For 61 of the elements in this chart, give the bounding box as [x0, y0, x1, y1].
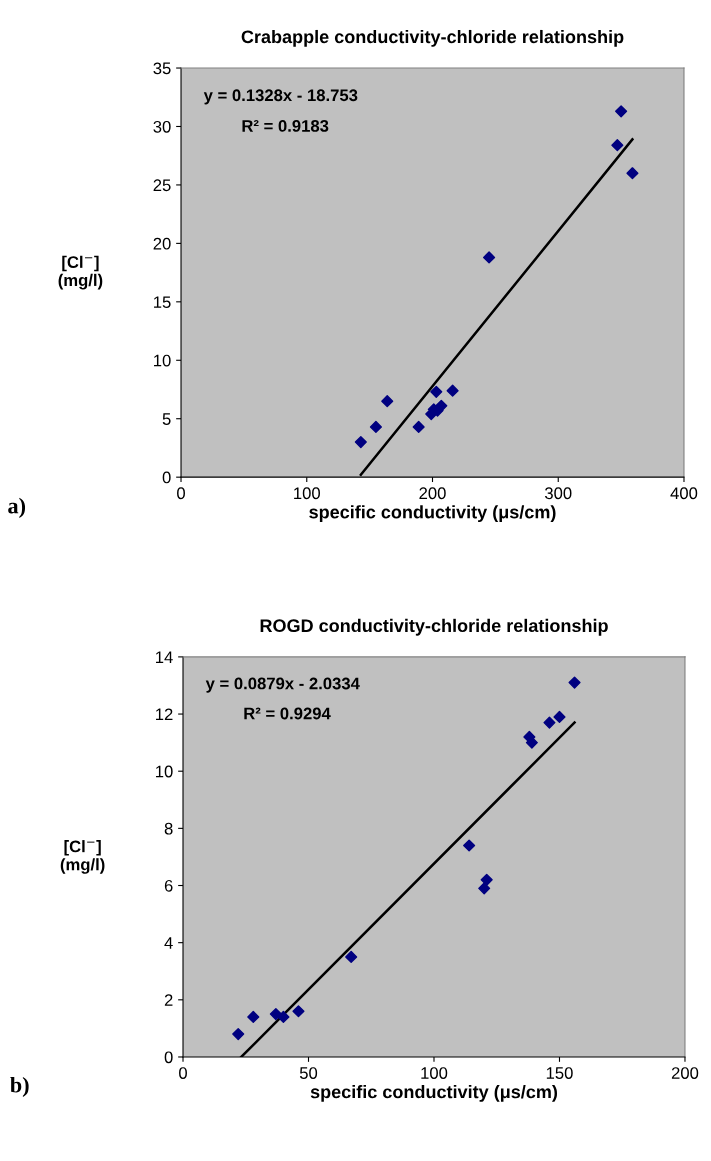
y-tick-label: 4 — [164, 937, 173, 949]
x-axis-title: specific conductivity (μs/cm) — [310, 1085, 558, 1102]
point — [354, 436, 367, 449]
point — [626, 167, 639, 180]
point — [483, 251, 496, 264]
y-tick-label: 2 — [164, 994, 173, 1006]
y-tick-label: 0 — [162, 471, 171, 484]
point — [369, 420, 382, 433]
x-tick-label: 0 — [179, 1067, 187, 1079]
annotation: R² = 0.9183 — [242, 120, 329, 132]
point — [345, 950, 358, 964]
point — [292, 1005, 305, 1018]
point — [543, 716, 556, 729]
point — [568, 676, 581, 689]
y-tick-label: 35 — [153, 62, 171, 75]
point — [412, 420, 425, 433]
y-tick-label: 15 — [154, 296, 171, 309]
y-tick-label: 0 — [164, 1051, 173, 1064]
text: b) — [10, 1076, 29, 1098]
annotation: y = 0.0879x - 2.0334 — [205, 677, 360, 693]
point — [269, 1008, 282, 1021]
point — [381, 395, 394, 408]
y-tick-label: 30 — [153, 120, 171, 133]
x-tick-label: 150 — [546, 1067, 573, 1079]
point — [446, 384, 459, 397]
y-tick-label: 10 — [154, 354, 171, 367]
chart-title: Crabapple conductivity-chloride relationship — [241, 29, 624, 47]
x-axis-title: specific conductivity (μs/cm) — [309, 505, 556, 523]
x-tick-label: 100 — [294, 487, 321, 500]
point — [430, 385, 443, 398]
y-tick-label: 20 — [153, 237, 171, 250]
point — [277, 1010, 290, 1024]
y-axis-title: [Cl$^{−}$] (mg/l) — [58, 255, 103, 290]
point — [435, 399, 448, 412]
point — [463, 839, 476, 852]
y-tick-label: 12 — [156, 708, 173, 721]
point — [615, 105, 628, 118]
text: a) — [8, 497, 26, 518]
x-tick-label: 100 — [421, 1067, 448, 1079]
x-tick-label: 400 — [670, 487, 698, 500]
x-tick-label: 200 — [671, 1067, 699, 1079]
x-tick-label: 0 — [177, 487, 185, 500]
point — [247, 1010, 260, 1024]
annotation: R² = 0.9294 — [244, 707, 331, 720]
x-tick-label: 50 — [299, 1067, 318, 1079]
point — [611, 139, 624, 152]
y-tick-label: 25 — [153, 179, 171, 192]
y-tick-label: 10 — [156, 765, 173, 778]
y-tick-label: 6 — [164, 879, 173, 892]
chart-title: ROGD conductivity-chloride relationship — [260, 618, 608, 636]
point — [480, 873, 493, 886]
y-tick-label: 5 — [162, 413, 171, 425]
y-tick-label: 14 — [156, 651, 173, 663]
y-axis-title: [Cl$^{−}$] (mg/l) — [60, 840, 105, 874]
y-tick-label: 8 — [164, 822, 173, 835]
point — [478, 882, 491, 895]
point — [232, 1028, 245, 1041]
annotation: y = 0.1328x - 18.753 — [203, 89, 358, 105]
x-tick-label: 200 — [419, 487, 446, 500]
x-tick-label: 300 — [544, 487, 572, 500]
point — [553, 710, 566, 723]
